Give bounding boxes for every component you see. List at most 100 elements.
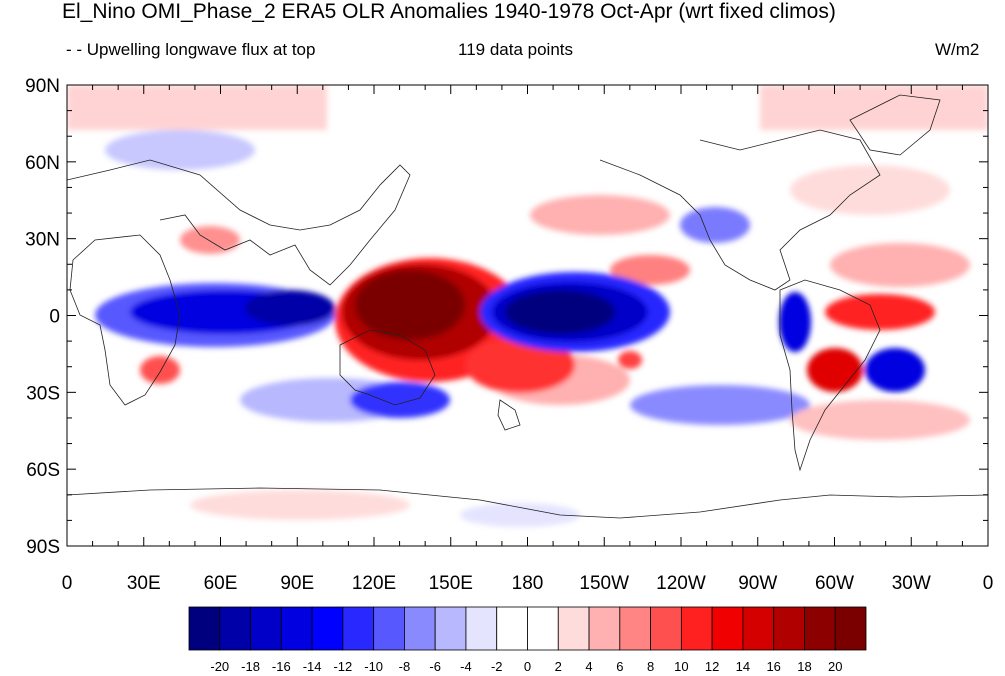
south-atlantic-negative <box>865 348 925 392</box>
y-tick-label: 0 <box>49 307 60 328</box>
colorbar-label: 14 <box>736 659 750 674</box>
y-tick-label: 30S <box>26 383 60 404</box>
colorbar-swatch <box>465 606 498 651</box>
colorbar-swatch <box>188 606 221 651</box>
colorbar-swatch <box>342 606 375 651</box>
colorbar-swatch <box>619 606 651 651</box>
x-tick-label: 150W <box>579 573 629 594</box>
colorbar-swatch <box>250 606 282 651</box>
atlantic-equatorial-positive <box>825 294 935 330</box>
colorbar-label: -20 <box>210 659 229 674</box>
x-tick-label: 30W <box>892 573 931 594</box>
colorbar-label: 4 <box>585 659 592 674</box>
colorbar-label: -12 <box>333 659 352 674</box>
colorbar-label: 12 <box>705 659 719 674</box>
colorbar-label: 18 <box>797 659 811 674</box>
australia-south-negative-anomaly <box>350 382 450 418</box>
x-tick-label: 60W <box>815 573 854 594</box>
coastlines <box>67 94 988 519</box>
longitude-axis: 0 30E 60E 90E 120E 150E 180 150W 120W 90W 60W 30W 0 <box>62 85 994 594</box>
x-tick-label: 60E <box>204 573 238 594</box>
anomaly-field <box>67 85 988 546</box>
arctic-positive-anomaly <box>67 85 327 130</box>
atlantic-positive-anomaly <box>830 243 970 287</box>
eurasia-coast <box>67 159 411 286</box>
colorbar-swatch <box>527 606 559 651</box>
australia-coast <box>339 329 436 406</box>
x-tick-label: 120W <box>656 573 706 594</box>
colorbar-swatch <box>834 606 867 651</box>
colorbar-swatch <box>434 606 467 651</box>
colorbar-swatch <box>557 606 590 651</box>
small-positive-anomaly <box>618 351 642 369</box>
indian-ocean-negative-core <box>245 290 335 326</box>
latitude-axis: 90N 60N 30N 0 30S 60S 90S <box>25 76 988 558</box>
antarctica-coast <box>67 487 988 519</box>
eurasia-negative-anomaly <box>105 130 255 170</box>
x-tick-label: 30E <box>127 573 161 594</box>
y-tick-label: 60S <box>26 460 60 481</box>
africa-coast <box>69 234 181 406</box>
colorbar-label: 2 <box>555 659 562 674</box>
madagascar-positive-anomaly <box>140 356 180 384</box>
colorbar-swatch <box>219 606 251 651</box>
x-tick-label: 0 <box>983 573 994 594</box>
colorbar-label: -2 <box>491 659 503 674</box>
x-tick-label: 150E <box>429 573 473 594</box>
colorbar-swatch <box>311 606 344 651</box>
colorbar-swatch <box>650 606 682 651</box>
maritime-positive-core <box>355 270 465 340</box>
south-america-coast <box>779 279 881 472</box>
x-tick-label: 180 <box>512 573 544 594</box>
colorbar-label: 16 <box>766 659 780 674</box>
colorbar-swatch <box>773 606 805 651</box>
colorbar-label: 6 <box>616 659 623 674</box>
data-points-label: 119 data points <box>458 40 573 59</box>
antarctic-negative-anomaly <box>460 503 580 527</box>
units-label: W/m2 <box>935 40 980 59</box>
x-tick-label: 120E <box>352 573 396 594</box>
south-pacific-convergence-positive <box>465 337 575 393</box>
colorbar-label: -8 <box>399 659 411 674</box>
central-pacific-negative-core <box>505 290 615 334</box>
colorbar-swatch <box>711 606 744 651</box>
south-atlantic-positive-anomaly <box>790 400 970 440</box>
colorbar-swatch <box>742 606 775 651</box>
east-pacific-positive-anomaly <box>610 255 690 285</box>
y-tick-label: 60N <box>25 153 60 174</box>
colorbar-label: -4 <box>460 659 472 674</box>
arctic-east-positive-anomaly <box>760 85 988 130</box>
x-tick-label: 0 <box>62 573 73 594</box>
y-tick-label: 90S <box>26 537 60 558</box>
colorbar-label: -6 <box>429 659 441 674</box>
colorbar-swatch <box>588 606 621 651</box>
colorbar-label: -14 <box>303 659 322 674</box>
north-america-coast <box>599 129 881 291</box>
colorbar-swatch <box>280 606 313 651</box>
arabia-positive-anomaly <box>180 226 240 254</box>
colorbar-label: 8 <box>647 659 654 674</box>
north-atlantic-positive-anomaly <box>790 165 950 215</box>
colorbar-label: -10 <box>364 659 383 674</box>
y-tick-label: 30N <box>25 230 60 251</box>
colorbar-swatch <box>496 606 528 651</box>
colorbar-label: -16 <box>272 659 291 674</box>
north-america-negative-anomaly <box>680 207 750 243</box>
x-tick-label: 90W <box>738 573 777 594</box>
x-tick-label: 90E <box>280 573 314 594</box>
y-tick-label: 90N <box>25 76 60 97</box>
colorbar-swatch <box>404 606 436 651</box>
south-pacific-negative-anomaly <box>630 385 810 425</box>
colorbar-label: -18 <box>241 659 260 674</box>
plot-title: El_Nino OMI_Phase_2 ERA5 OLR Anomalies 1… <box>62 0 836 23</box>
new-zealand-coast <box>497 399 521 431</box>
greenland-coast <box>849 94 941 156</box>
colorbar-swatch <box>373 606 405 651</box>
southern-ocean-positive-anomaly <box>190 490 410 520</box>
south-america-central-positive <box>807 348 863 392</box>
colorbar-swatch <box>804 606 836 651</box>
variable-label: - - Upwelling longwave flux at top <box>66 40 316 59</box>
colorbar-label: 0 <box>524 659 531 674</box>
colorbar: -20 -18 -16 -14 -12 -10 -8 -6 -4 -2 0 2 4 6 8 10 12 14 16 1… <box>188 606 867 674</box>
